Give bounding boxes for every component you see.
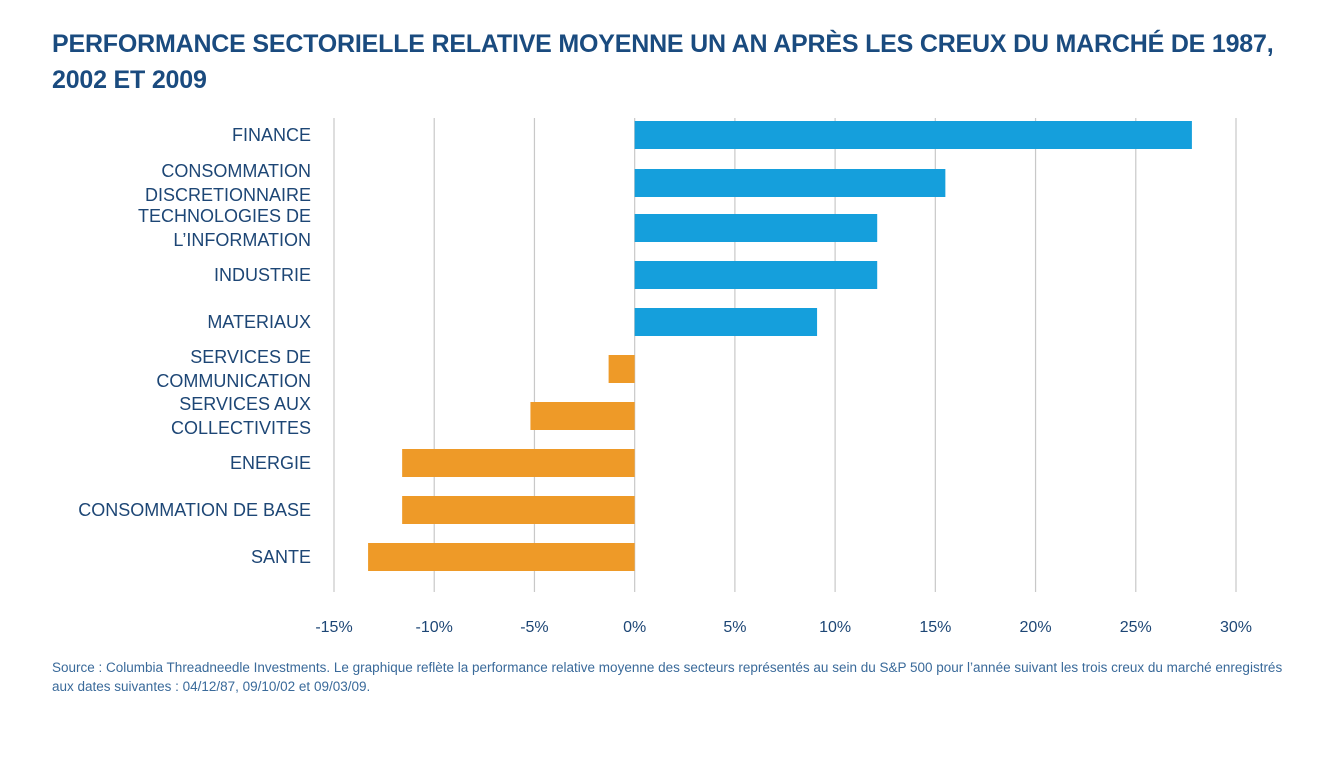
bar [634, 261, 878, 289]
x-tick-label: 0% [623, 619, 646, 636]
category-label: TECHNOLOGIES DE L’INFORMATION [138, 206, 311, 250]
x-tick-label: 10% [819, 619, 851, 636]
category-label: SERVICES AUX COLLECTIVITES [171, 394, 311, 438]
category-label: CONSOMMATION DISCRETIONNAIRE [145, 161, 311, 205]
x-tick-label: 20% [1020, 619, 1052, 636]
category-labels: FINANCE CONSOMMATION DISCRETIONNAIRETECHNO… [78, 125, 311, 567]
category-label: FINANCE [232, 125, 311, 145]
bar [634, 214, 878, 242]
bar [530, 402, 635, 430]
bar [608, 355, 635, 383]
category-label: MATERIAUX [207, 312, 311, 332]
bar [634, 121, 1192, 149]
bar [634, 308, 818, 336]
x-tick-labels: -15% -10% -5% 0% 5% 10% 15% 20% 25% 30% [315, 619, 1252, 636]
bars [368, 121, 1192, 571]
category-label: SANTE [251, 547, 311, 567]
bar [368, 543, 635, 571]
x-tick-label: 15% [919, 619, 951, 636]
x-tick-label: -10% [416, 619, 453, 636]
category-label: INDUSTRIE [214, 265, 311, 285]
category-label: CONSOMMATION DE BASE [78, 500, 311, 520]
bar [402, 449, 635, 477]
chart-title: PERFORMANCE SECTORIELLE RELATIVE MOYENNE… [52, 30, 1274, 94]
x-tick-label: 5% [723, 619, 746, 636]
source-note: Source : Columbia Threadneedle Investmen… [52, 660, 1283, 694]
x-tick-label: -15% [315, 619, 352, 636]
bar [634, 169, 946, 197]
x-tick-label: -5% [520, 619, 548, 636]
category-label: SERVICES DE COMMUNICATION [156, 347, 311, 391]
x-tick-label: 30% [1220, 619, 1252, 636]
x-tick-label: 25% [1120, 619, 1152, 636]
category-label: ENERGIE [230, 453, 311, 473]
bar [402, 496, 635, 524]
